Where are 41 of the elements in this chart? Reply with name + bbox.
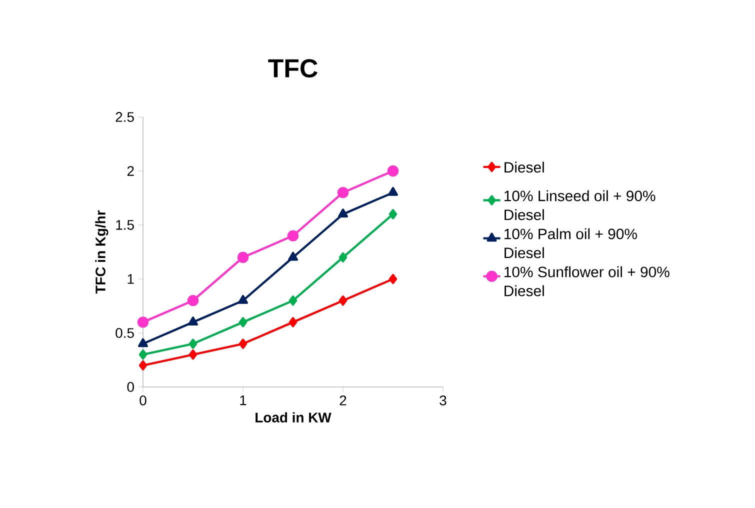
legend-label: 10% Sunflower oil + 90% Diesel (504, 266, 670, 296)
point (387, 165, 399, 177)
y-tick-label: 1 (128, 274, 134, 284)
point (338, 208, 348, 218)
point (188, 316, 198, 326)
point (238, 294, 248, 304)
point (237, 252, 249, 263)
legend-label: Diesel (504, 162, 544, 173)
point (338, 252, 348, 262)
point (288, 317, 298, 328)
point (187, 294, 199, 306)
y-tick-label: 0 (127, 382, 134, 392)
point (288, 295, 298, 306)
point (388, 274, 398, 284)
point (337, 186, 349, 198)
y-tick-label: 0.5 (116, 328, 134, 338)
y-tick-label: 2 (127, 166, 134, 176)
y-tick-label: 1.5 (116, 220, 134, 230)
x-axis-title: Load in KW (256, 412, 332, 422)
point (188, 349, 198, 360)
x-tick-label: 0 (140, 395, 146, 406)
y-tick-label: 2.5 (116, 112, 134, 122)
x-tick-label: 2 (340, 395, 346, 406)
legend-label: 10% Linseed oil + 90% Diesel (504, 190, 656, 220)
point (388, 186, 398, 196)
point (137, 316, 149, 328)
point (188, 338, 198, 349)
x-tick-label: 3 (440, 395, 446, 406)
x-tick-label: 1 (240, 396, 246, 406)
point (238, 317, 248, 328)
point (238, 338, 248, 349)
y-axis-title: TFC in Kg/hr (95, 210, 108, 294)
point (338, 295, 348, 306)
chart-title: TFC (268, 59, 318, 78)
point (288, 252, 298, 261)
point (138, 360, 148, 370)
point (138, 349, 148, 360)
point (138, 338, 148, 348)
legend-label: 10% Palm oil + 90% Diesel (504, 228, 637, 258)
point (388, 209, 398, 220)
point (287, 230, 299, 242)
